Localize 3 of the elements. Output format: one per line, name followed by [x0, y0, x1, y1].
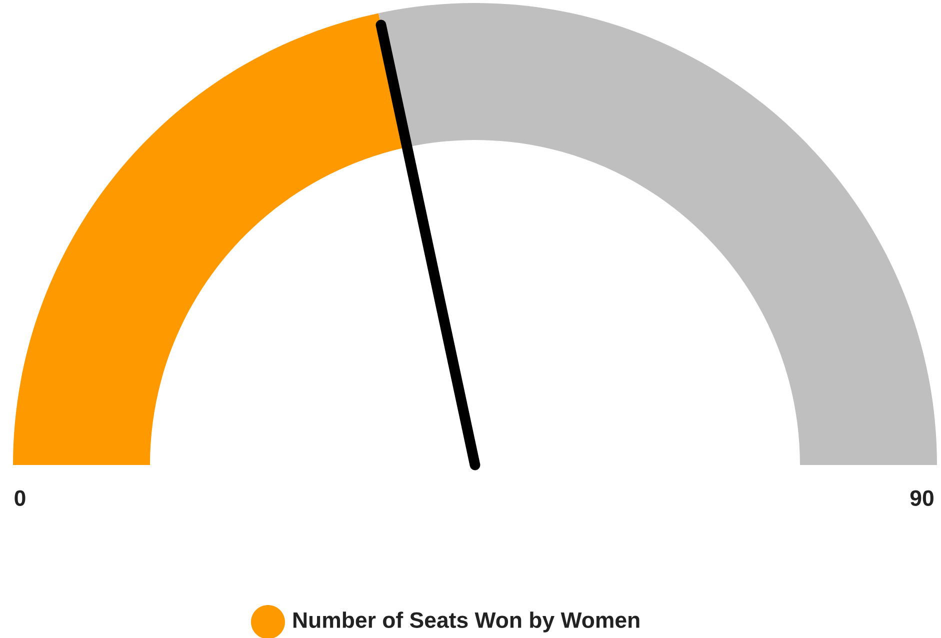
legend-label: Number of Seats Won by Women	[293, 612, 640, 632]
text: 0	[14, 490, 26, 506]
text: 90	[910, 490, 934, 506]
